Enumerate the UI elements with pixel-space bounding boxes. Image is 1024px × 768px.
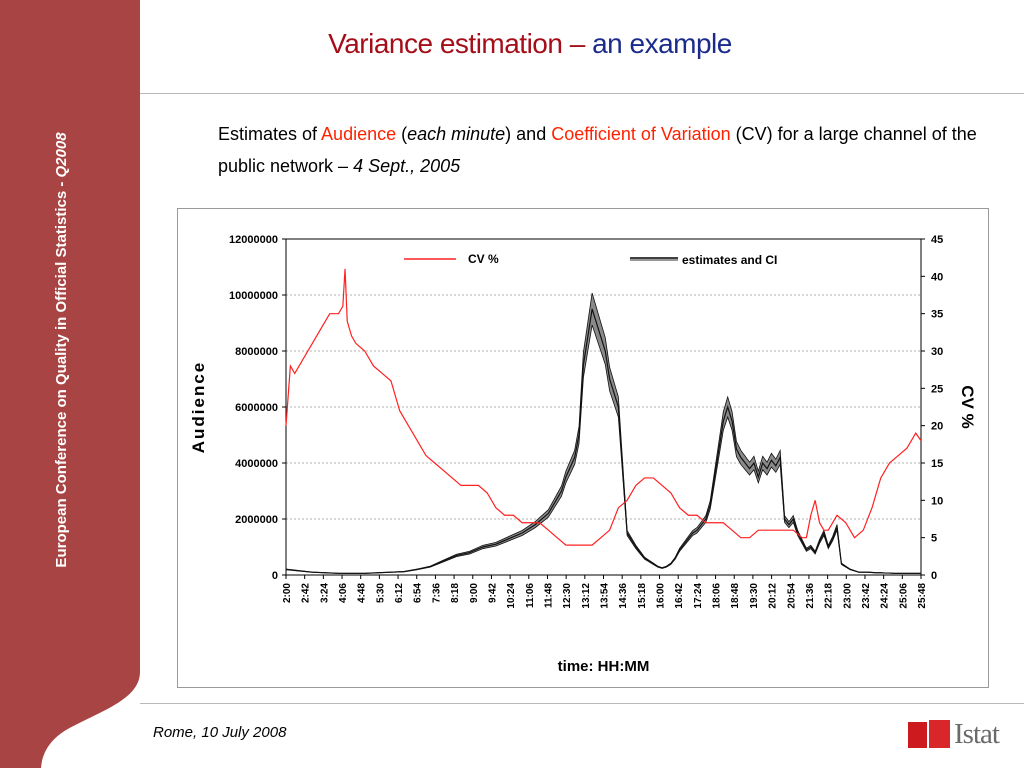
y2-axis-title: CV %	[958, 385, 977, 428]
subtitle-text-3: ) and	[505, 124, 552, 144]
slide-title: Variance estimation – an example	[140, 28, 920, 60]
subtitle-each-minute: each minute	[407, 124, 506, 144]
y-tick-label: 10000000	[229, 290, 278, 302]
istat-logo: Istat	[906, 718, 1010, 754]
x-tick-label: 10:24	[506, 583, 517, 609]
x-tick-label: 9:42	[487, 583, 498, 603]
x-tick-label: 4:06	[338, 583, 349, 603]
x-tick-label: 9:00	[469, 583, 480, 603]
x-tick-label: 23:42	[861, 583, 872, 609]
subtitle-cv: Coefficient of Variation	[551, 124, 731, 144]
x-tick-label: 8:18	[450, 583, 461, 603]
x-tick-label: 2:00	[282, 583, 293, 603]
subtitle-text-1: Estimates of	[218, 124, 322, 144]
ci-band	[285, 292, 922, 574]
x-tick-label: 19:30	[749, 583, 760, 609]
y-tick-label: 12000000	[229, 234, 278, 246]
y2-tick-label: 10	[931, 495, 943, 507]
y2-tick-label: 5	[931, 533, 937, 545]
y2-tick-label: 40	[931, 271, 943, 283]
conference-name: European Conference on Quality in Offici…	[53, 181, 70, 568]
legend-estimates-label: estimates and CI	[682, 253, 777, 267]
x-tick-label: 7:36	[431, 583, 442, 603]
title-part-1: Variance estimation –	[328, 28, 585, 59]
x-tick-label: 6:12	[394, 583, 405, 603]
subtitle-text-4: (CV) for a large channel of the public n…	[218, 124, 977, 176]
y-tick-label: 8000000	[235, 346, 278, 358]
x-tick-label: 15:18	[637, 583, 648, 609]
x-tick-label: 23:00	[842, 583, 853, 609]
footer-location-date: Rome, 10 July 2008	[153, 724, 287, 741]
x-tick-label: 14:36	[618, 583, 629, 609]
x-tick-label: 18:48	[730, 583, 741, 609]
conference-year: Q2008	[53, 132, 70, 178]
y2-tick-label: 35	[931, 309, 943, 321]
title-divider	[140, 93, 1024, 94]
subtitle-date: 4 Sept., 2005	[353, 156, 461, 176]
y2-tick-label: 0	[931, 570, 937, 582]
x-tick-label: 22:18	[824, 583, 835, 609]
x-tick-label: 2:42	[301, 583, 312, 603]
cv-line	[285, 268, 922, 546]
x-tick-label: 13:54	[600, 583, 611, 609]
x-tick-label: 25:48	[917, 583, 928, 609]
x-tick-label: 20:54	[786, 583, 797, 609]
x-tick-label: 20:12	[768, 583, 779, 609]
x-tick-label: 21:36	[805, 583, 816, 609]
y2-tick-label: 20	[931, 421, 943, 433]
x-tick-label: 4:48	[357, 583, 368, 603]
y2-tick-label: 25	[931, 383, 943, 395]
x-tick-label: 16:00	[656, 583, 667, 609]
title-part-2: an example	[592, 28, 732, 59]
logo-mark-left	[908, 722, 927, 748]
y2-tick-label: 15	[931, 458, 943, 470]
x-tick-label: 16:42	[674, 583, 685, 609]
logo-wordmark: Istat	[954, 718, 1000, 750]
slide-subtitle: Estimates of Audience (each minute) and …	[218, 118, 1008, 182]
y-axis-title: Audience	[189, 361, 208, 454]
x-tick-label: 25:06	[898, 583, 909, 609]
footer-divider	[140, 703, 1024, 704]
x-tick-label: 18:06	[712, 583, 723, 609]
x-tick-label: 24:24	[880, 583, 891, 609]
x-tick-label: 13:12	[581, 583, 592, 609]
sidebar-shape	[0, 0, 140, 768]
subtitle-text-2: (	[396, 124, 408, 144]
logo-mark-right	[929, 720, 950, 748]
sidebar: European Conference on Quality in Offici…	[0, 0, 140, 768]
chart-frame: 0 2000000 4000000 6000000 8000000 10000000 120…	[177, 208, 989, 688]
x-tick-label: 11:48	[543, 583, 554, 608]
x-tick-label: 6:54	[413, 583, 424, 603]
x-tick-label: 3:24	[319, 583, 330, 603]
y-tick-label: 4000000	[235, 458, 278, 470]
y-tick-label: 2000000	[235, 514, 278, 526]
sidebar-conference-label: European Conference on Quality in Offici…	[52, 50, 72, 650]
estimates-line	[285, 308, 921, 574]
x-axis-title: time: HH:MM	[558, 658, 650, 675]
audience-cv-chart: 0 2000000 4000000 6000000 8000000 10000000 120…	[189, 234, 977, 675]
y2-tick-label: 45	[931, 234, 943, 246]
x-tick-label: 17:24	[693, 583, 704, 609]
y-tick-label: 6000000	[235, 402, 278, 414]
subtitle-audience: Audience	[321, 124, 397, 144]
y2-tick-label: 30	[931, 346, 943, 358]
x-tick-label: 5:30	[375, 583, 386, 603]
x-tick-label: 12:30	[562, 583, 573, 609]
y-tick-label: 0	[272, 570, 278, 582]
x-tick-label: 11:06	[525, 583, 536, 608]
legend-cv-label: CV %	[468, 252, 499, 266]
